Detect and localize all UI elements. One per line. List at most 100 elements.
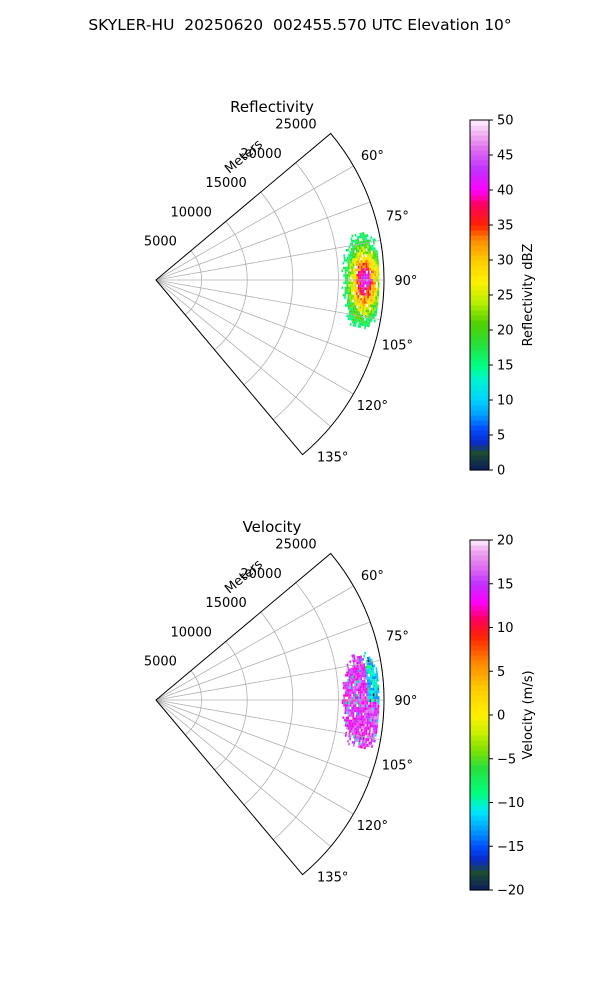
echo-cell (361, 268, 363, 272)
echo-cell (353, 281, 355, 285)
echo-cell (365, 685, 368, 689)
grid-spoke (155, 279, 331, 427)
echo-cell (352, 717, 355, 720)
echo-cell (354, 279, 357, 282)
colorbar-segment (470, 635, 489, 641)
echo-cell (359, 252, 362, 255)
echo-cell (348, 719, 351, 723)
echo-cell (361, 704, 363, 708)
echo-cell (351, 704, 354, 707)
echo-cell (348, 253, 351, 257)
echo-cell (356, 693, 359, 697)
colorbar-segment (470, 775, 489, 781)
echo-cell (356, 276, 359, 280)
echo-cell (364, 651, 367, 655)
echo-cell (346, 666, 349, 669)
echo-cell (353, 717, 356, 721)
echo-cell (349, 286, 352, 290)
echo-cell (354, 672, 357, 676)
echo-cell (356, 302, 359, 306)
echo-cell (376, 296, 379, 300)
echo-cell (372, 701, 375, 705)
echo-cell (357, 661, 360, 665)
echo-cell (368, 298, 371, 302)
grid-arc (243, 191, 294, 386)
echo-cell (353, 672, 355, 676)
echo-cell (355, 712, 358, 715)
echo-cell (344, 724, 347, 727)
echo-cell (367, 724, 370, 728)
echo-cell (352, 307, 355, 311)
colorbar-segment (470, 810, 489, 816)
colorbar-segment (470, 690, 489, 696)
echo-cell (356, 699, 359, 702)
echo-cell (360, 682, 363, 686)
echo-cell (361, 723, 364, 727)
echo-cell (365, 295, 368, 299)
echo-cell (357, 268, 360, 272)
echo-cell (351, 675, 354, 679)
echo-cell (355, 257, 358, 261)
echo-cell (361, 303, 364, 307)
echo-cell (356, 696, 359, 700)
echo-cell (358, 295, 361, 298)
echo-cell (371, 693, 373, 697)
echo-cell (348, 706, 350, 710)
echo-cell (369, 699, 372, 702)
echo-cell (345, 248, 348, 252)
echo-cell (367, 239, 370, 243)
echo-cell (359, 235, 363, 239)
echo-cell (365, 710, 368, 713)
echo-cell (355, 300, 358, 303)
colorbar-segment (470, 125, 489, 131)
echo-cell (370, 310, 373, 314)
colorbar-segment (470, 415, 489, 421)
echo-cell (371, 690, 373, 694)
echo-cell (374, 276, 377, 280)
echo-cell (344, 291, 347, 295)
echo-cell (357, 263, 360, 266)
echo-cell (354, 271, 357, 274)
colorbar-segment (470, 435, 489, 441)
echo-cell (348, 258, 351, 262)
colorbar-segment (470, 130, 489, 136)
echo-cell (341, 699, 344, 702)
echo-cell (365, 740, 368, 744)
echo-cell (374, 710, 376, 714)
echo-cell (354, 233, 357, 237)
echo-cell (359, 287, 362, 290)
echo-cell (356, 709, 358, 713)
echo-cell (346, 739, 350, 743)
echo-cell (350, 307, 353, 311)
colorbar-segment (470, 760, 489, 766)
echo-cell (355, 736, 359, 740)
echo-cell (367, 273, 370, 277)
echo-cell (375, 261, 378, 265)
echo-cell (364, 273, 367, 277)
echo-cell (351, 268, 353, 272)
colorbar-segment (470, 715, 489, 721)
echo-cell (374, 267, 376, 271)
echo-cell (345, 681, 348, 685)
echo-cell (352, 712, 355, 715)
echo-cell (353, 260, 356, 264)
echo-cell (357, 658, 360, 662)
echo-cell (357, 736, 360, 740)
echo-cell (370, 293, 373, 297)
echo-cell (371, 696, 373, 700)
colorbar-segment (470, 270, 489, 276)
grid-spoke (155, 585, 354, 701)
colorbar-segment (470, 140, 489, 146)
echo-cell (361, 731, 364, 735)
echo-cell (371, 699, 373, 702)
echo-cell (372, 304, 375, 308)
echo-cell (376, 716, 379, 720)
colorbar-tick-label: −15 (497, 840, 524, 855)
echo-cell (351, 273, 354, 277)
echo-cell (354, 735, 357, 739)
echo-cell (355, 247, 358, 251)
echo-cell (372, 247, 375, 251)
echo-cell (361, 287, 363, 290)
echo-cell (375, 719, 377, 723)
echo-cell (362, 690, 365, 694)
